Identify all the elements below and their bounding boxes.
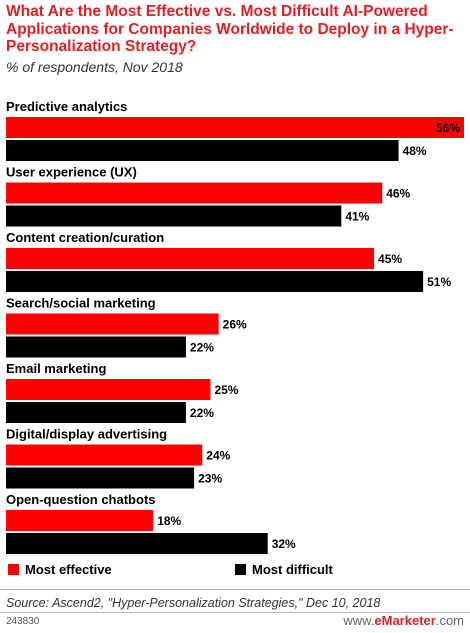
brand-prefix: www. bbox=[343, 613, 375, 628]
category-label-open-question-chatbots: Open-question chatbots bbox=[6, 492, 156, 507]
value-label-most-difficult-predictive-analytics: 48% bbox=[403, 144, 427, 158]
value-label-most-difficult-email-marketing: 22% bbox=[190, 406, 214, 420]
bar-most-effective-open-question-chatbots bbox=[6, 510, 154, 531]
bar-most-difficult-content-creation-curation bbox=[6, 271, 424, 292]
value-label-most-difficult-user-experience-ux: 41% bbox=[345, 210, 369, 224]
bar-most-difficult-digital-display-advertising bbox=[6, 467, 195, 489]
bar-most-effective-content-creation-curation bbox=[6, 248, 375, 269]
chart-title: What Are the Most Effective vs. Most Dif… bbox=[6, 3, 454, 55]
legend-item-most-effective: Most effective bbox=[8, 562, 112, 577]
value-label-most-effective-user-experience-ux: 46% bbox=[386, 187, 410, 201]
bar-most-difficult-open-question-chatbots bbox=[6, 533, 268, 554]
legend-item-most-difficult: Most difficult bbox=[235, 562, 333, 577]
bar-most-effective-email-marketing bbox=[6, 379, 211, 400]
bar-most-difficult-search-social-marketing bbox=[6, 336, 186, 358]
value-label-most-difficult-open-question-chatbots: 32% bbox=[272, 537, 296, 551]
brand-name: eMarketer bbox=[374, 613, 436, 628]
bar-most-effective-digital-display-advertising bbox=[6, 444, 203, 466]
chart-id: 243830 bbox=[6, 616, 40, 627]
value-label-most-effective-search-social-marketing: 26% bbox=[223, 318, 247, 332]
chart-subtitle: % of respondents, Nov 2018 bbox=[6, 59, 183, 75]
bar-most-difficult-user-experience-ux bbox=[6, 205, 342, 227]
bar-chart: Predictive analytics 56% 48% User experienc… bbox=[6, 99, 464, 554]
value-label-most-effective-content-creation-curation: 45% bbox=[378, 252, 402, 266]
divider-bottom bbox=[0, 612, 470, 613]
category-label-content-creation-curation: Content creation/curation bbox=[6, 230, 164, 245]
category-label-predictive-analytics: Predictive analytics bbox=[6, 99, 127, 114]
divider-top bbox=[0, 589, 470, 590]
category-label-digital-display-advertising: Digital/display advertising bbox=[6, 427, 167, 442]
value-label-most-difficult-digital-display-advertising: 23% bbox=[198, 472, 222, 486]
legend-swatch-most-effective bbox=[8, 564, 19, 575]
value-label-most-effective-email-marketing: 25% bbox=[214, 383, 238, 397]
bar-most-difficult-predictive-analytics bbox=[6, 140, 399, 161]
brand-suffix: .com bbox=[435, 613, 464, 628]
legend-label-most-difficult: Most difficult bbox=[252, 562, 333, 577]
category-label-email-marketing: Email marketing bbox=[6, 361, 106, 376]
legend-label-most-effective: Most effective bbox=[25, 562, 112, 577]
bar-most-effective-predictive-analytics bbox=[6, 117, 464, 138]
source-note: Source: Ascend2, "Hyper-Personalization … bbox=[6, 596, 381, 610]
legend-swatch-most-difficult bbox=[235, 564, 246, 575]
value-label-most-effective-predictive-analytics: 56% bbox=[436, 121, 460, 135]
brand-logo[interactable]: www.eMarketer.com bbox=[343, 613, 464, 628]
value-label-most-effective-open-question-chatbots: 18% bbox=[157, 514, 181, 528]
bar-most-effective-user-experience-ux bbox=[6, 182, 383, 204]
value-label-most-effective-digital-display-advertising: 24% bbox=[206, 449, 230, 463]
category-label-user-experience-ux: User experience (UX) bbox=[6, 165, 137, 180]
bar-most-effective-search-social-marketing bbox=[6, 313, 219, 335]
category-label-search-social-marketing: Search/social marketing bbox=[6, 296, 156, 311]
value-label-most-difficult-search-social-marketing: 22% bbox=[190, 341, 214, 355]
bar-most-difficult-email-marketing bbox=[6, 402, 186, 423]
value-label-most-difficult-content-creation-curation: 51% bbox=[427, 275, 451, 289]
chart-legend: Most effective Most difficult bbox=[8, 562, 468, 582]
